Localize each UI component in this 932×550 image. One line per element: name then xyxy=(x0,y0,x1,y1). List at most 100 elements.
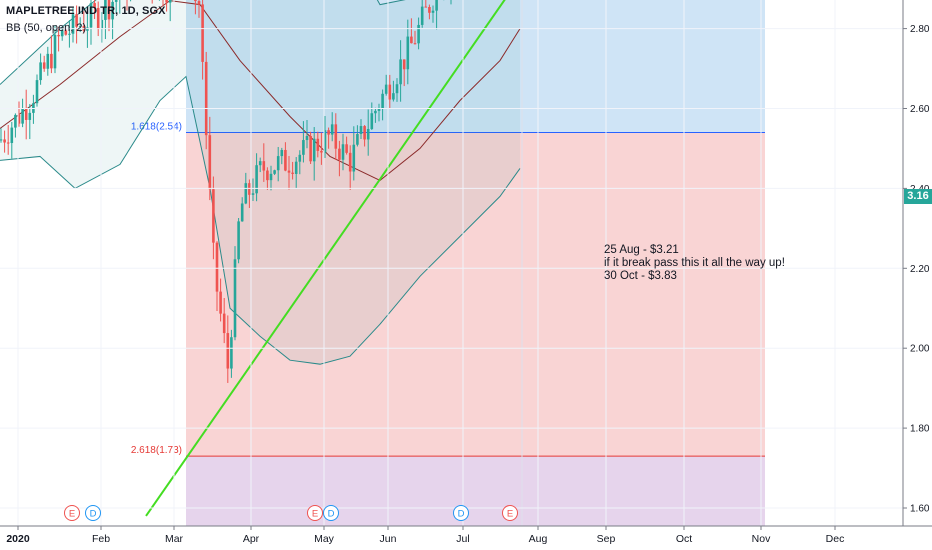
time-axis: 2020 Feb Mar Apr May Jun Jul Aug Sep Oct Nov Dec xyxy=(0,525,932,550)
candle-body xyxy=(100,19,104,29)
candle-body xyxy=(10,127,14,144)
candle-body xyxy=(222,313,226,334)
candle-body xyxy=(273,170,276,174)
candle-body xyxy=(280,149,284,157)
candle-body xyxy=(104,0,107,20)
symbol-title: MAPLETREE IND TR, 1D, SGX xyxy=(6,5,166,17)
candle-body xyxy=(208,135,212,190)
indicator-legend[interactable]: BB (50, open, 2) xyxy=(6,22,87,34)
candle-body xyxy=(399,59,402,85)
price-tick-label: 1.80 xyxy=(910,424,930,435)
annotation-line: 25 Aug - $3.21 xyxy=(604,244,679,256)
event-marker-label: D xyxy=(90,509,97,520)
candle-body xyxy=(50,53,53,69)
candle-body xyxy=(402,59,406,70)
candle-body xyxy=(248,183,251,195)
annotation-note: 25 Aug - $3.21 if it break pass this it … xyxy=(604,244,785,283)
candle-body xyxy=(352,144,356,172)
candle-body xyxy=(269,173,273,181)
event-marker-label: E xyxy=(507,509,513,520)
candle-body xyxy=(35,80,39,104)
candle-body xyxy=(212,189,215,243)
dividend-marker xyxy=(453,505,469,521)
fib-band xyxy=(186,456,765,526)
candle-body xyxy=(194,0,197,2)
candle-body xyxy=(68,33,71,35)
candle-body xyxy=(435,0,438,11)
candle-body xyxy=(28,112,32,120)
candle-body xyxy=(312,138,316,162)
candle-body xyxy=(17,114,21,124)
candle-body xyxy=(21,108,24,124)
candle-body xyxy=(294,161,298,174)
candle-body xyxy=(384,84,388,94)
price-tick-label: 1.60 xyxy=(910,504,930,515)
candle-body xyxy=(244,183,248,204)
time-tick-label: Apr xyxy=(243,533,260,545)
candle-body xyxy=(363,126,366,140)
price-tick-label: 2.60 xyxy=(910,104,930,115)
fib-level-label: 1.618(2.54) xyxy=(131,121,182,132)
candle-body xyxy=(345,144,348,153)
time-axis-bg xyxy=(0,526,932,550)
event-marker-label: D xyxy=(328,509,335,520)
candle-body xyxy=(14,114,17,128)
price-tick-label: 2.20 xyxy=(910,264,930,275)
candle-body xyxy=(237,221,240,260)
candle-body xyxy=(330,124,334,135)
candle-body xyxy=(233,259,237,338)
trend-lines xyxy=(145,0,523,526)
candle-body xyxy=(406,36,410,70)
earnings-marker xyxy=(64,505,80,521)
candle-body xyxy=(64,30,68,35)
candle-body xyxy=(377,108,381,111)
candle-body xyxy=(255,165,258,194)
time-tick-label: Jun xyxy=(380,533,397,545)
candle-body xyxy=(111,1,114,20)
time-tick-label: May xyxy=(314,533,335,545)
time-tick-label: Sep xyxy=(597,533,616,545)
candle-body xyxy=(410,36,413,44)
bb-basis-line xyxy=(0,0,521,181)
candle-body xyxy=(89,3,93,28)
uptrend-line xyxy=(145,0,506,517)
candle-body xyxy=(266,170,269,181)
time-tick-label: 2020 xyxy=(6,533,30,545)
fib-band xyxy=(186,132,765,457)
candle-body xyxy=(431,10,435,13)
candle-body xyxy=(327,130,330,135)
candle-body xyxy=(57,34,60,37)
candle-body xyxy=(320,150,323,153)
candle-body xyxy=(39,62,42,81)
event-marker-label: D xyxy=(458,509,465,520)
candle-body xyxy=(96,7,100,29)
fib-level-label: 2.618(1.73) xyxy=(131,445,182,456)
candle-body xyxy=(165,0,168,3)
candle-body xyxy=(370,113,374,129)
candle-body xyxy=(359,126,363,135)
time-tick-label: Mar xyxy=(165,533,184,545)
candle-body xyxy=(356,134,359,145)
candle-body xyxy=(334,124,338,149)
time-tick-label: Oct xyxy=(676,533,692,545)
candle-body xyxy=(3,139,6,143)
candle-body xyxy=(226,333,230,369)
fib-band xyxy=(186,0,765,133)
candle-body xyxy=(392,93,395,100)
candle-body xyxy=(230,337,233,369)
candle-body xyxy=(348,152,352,172)
candle-body xyxy=(413,43,417,45)
bb-lower-line xyxy=(0,75,521,365)
candle-body xyxy=(60,30,64,37)
candle-body xyxy=(75,14,78,27)
candle-body xyxy=(201,4,204,62)
event-marker-label: E xyxy=(312,509,318,520)
price-axis-bg xyxy=(903,0,932,550)
annotation-line: 30 Oct - $3.83 xyxy=(604,270,677,282)
dividend-marker xyxy=(85,505,101,521)
fibonacci-levels: 0(3.83)0.236(3.64)0.382(3.53)0.5(3.43)0.… xyxy=(131,121,765,457)
candle-body xyxy=(78,26,82,28)
candle-body xyxy=(114,0,118,2)
